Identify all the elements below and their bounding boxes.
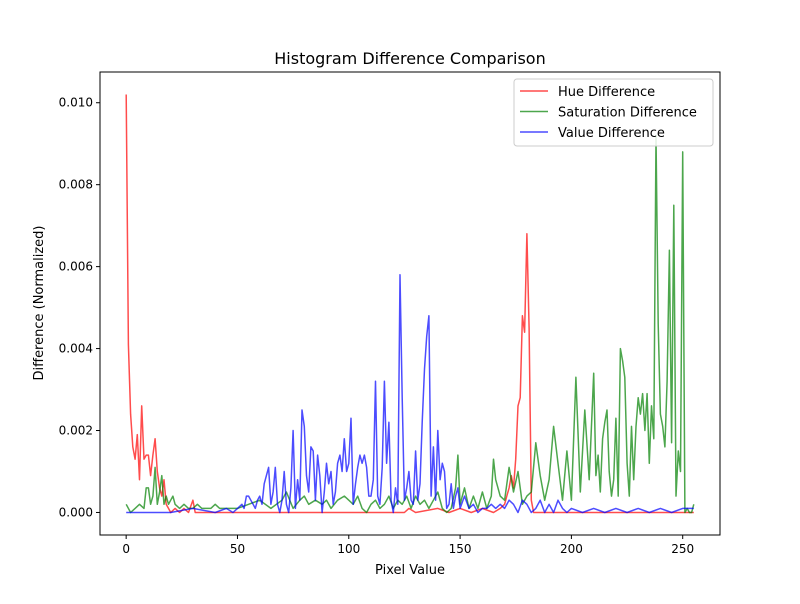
x-tick-label: 250 (671, 542, 694, 556)
x-tick-label: 50 (230, 542, 245, 556)
y-tick-label: 0.010 (59, 96, 93, 110)
x-tick-label: 0 (122, 542, 130, 556)
series-layer (125, 94, 695, 514)
legend-label-2: Value Difference (558, 126, 665, 141)
y-tick-label: 0.006 (59, 260, 93, 274)
legend-label-0: Hue Difference (558, 85, 655, 100)
x-axis-label: Pixel Value (375, 563, 445, 578)
y-axis-ticks: 0.000 0.002 0.004 0.006 0.008 0.010 (59, 96, 100, 519)
legend: Hue Difference Saturation Difference Value… (513, 78, 714, 147)
x-axis-ticks: 0 50 100 150 200 250 (122, 535, 694, 556)
series-line-0 (125, 94, 694, 514)
y-axis-label: Difference (Normalized) (32, 225, 47, 380)
y-tick-label: 0.004 (59, 342, 93, 356)
x-tick-label: 150 (449, 542, 472, 556)
plot-area: 0 50 100 150 200 250 0.0000.0020.0040.0060.00… (59, 71, 721, 556)
y-tick-label: 0.002 (59, 424, 93, 438)
legend-box (513, 78, 714, 147)
y-tick-label: 0.008 (59, 178, 93, 192)
x-tick-label: 200 (560, 542, 583, 556)
legend-label-1: Saturation Difference (558, 106, 697, 121)
series-line-2 (126, 274, 694, 514)
series-line-1 (125, 134, 695, 514)
plot-frame (99, 71, 721, 536)
x-tick-label: 100 (337, 542, 360, 556)
y-tick-label: 0.000 (59, 505, 93, 519)
chart-title: Histogram Difference Comparison (274, 49, 545, 68)
